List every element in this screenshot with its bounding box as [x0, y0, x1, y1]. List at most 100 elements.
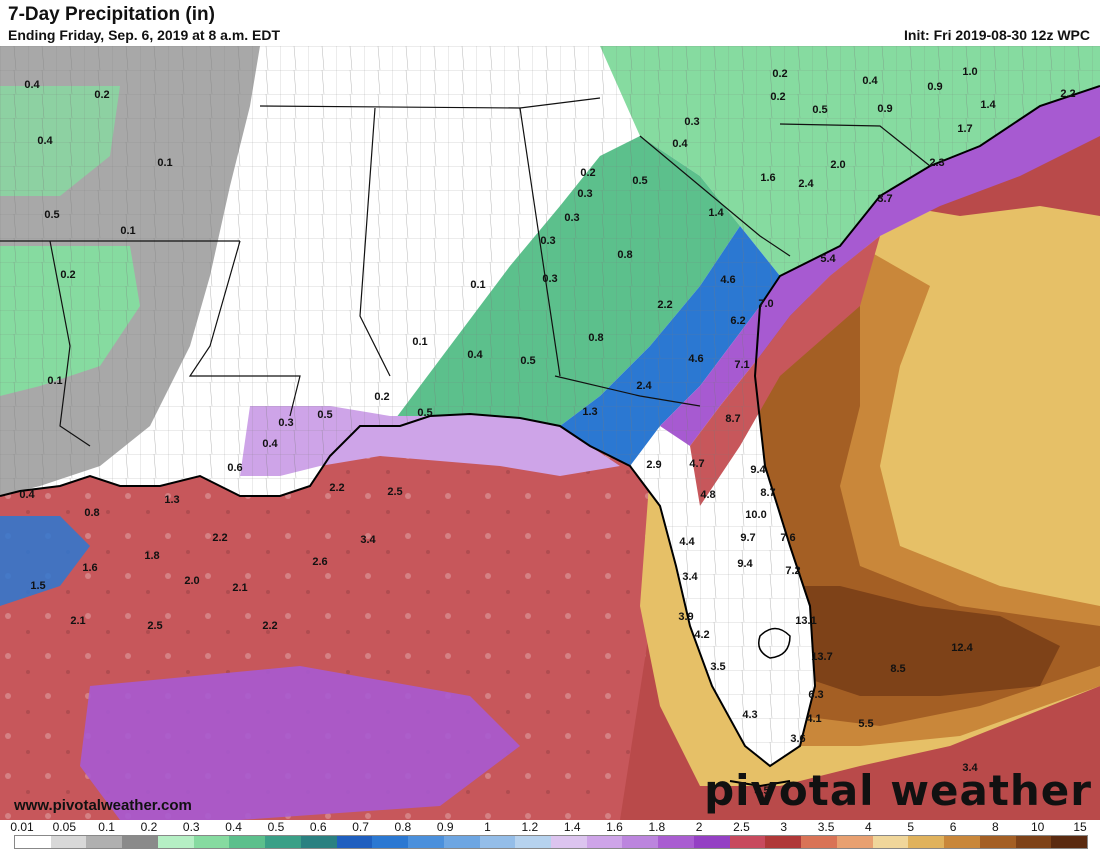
precip-value-label: 2.3: [929, 157, 944, 169]
legend-label: 0.2: [140, 820, 158, 834]
legend-swatch: [693, 836, 730, 848]
legend-label: 8: [992, 820, 999, 834]
legend-label: 0.8: [394, 820, 412, 834]
lake-okeechobee: [758, 627, 791, 659]
legend-label: 3: [780, 820, 788, 834]
precip-value-label: 0.4: [37, 135, 53, 147]
precip-value-label: 7.2: [785, 565, 800, 577]
legend-label: 0.3: [182, 820, 200, 834]
gulf-blue-area: [0, 516, 90, 606]
legend-swatch: [122, 836, 158, 848]
precip-value-label: 0.2: [770, 91, 785, 103]
precip-value-label: 10.0: [745, 509, 766, 521]
precip-value-label: 4.8: [700, 489, 715, 501]
precip-value-label: 2.2: [262, 620, 277, 632]
precip-value-label: 1.4: [980, 99, 996, 111]
precip-value-label: 3.5: [710, 661, 725, 673]
precip-value-label: 0.2: [580, 167, 595, 179]
precip-value-label: 6.2: [730, 315, 745, 327]
legend-label: 3.5: [817, 820, 835, 834]
legend-swatch: [836, 836, 873, 848]
precip-value-label: 9.7: [740, 532, 755, 544]
precip-value-label: 0.1: [470, 279, 485, 291]
legend-swatch: [300, 836, 337, 848]
legend-label: 6: [949, 820, 957, 834]
precip-value-label: 0.3: [278, 417, 293, 429]
legend-swatch: [1051, 836, 1088, 848]
precip-value-label: 2.5: [147, 620, 162, 632]
precip-value-label: 1.3: [582, 406, 597, 418]
website-url[interactable]: www.pivotalweather.com: [14, 797, 192, 814]
precip-value-label: 0.8: [588, 332, 603, 344]
legend-label: 0.05: [52, 820, 76, 834]
legend-label: 1.8: [648, 820, 666, 834]
map-subtitle: Ending Friday, Sep. 6, 2019 at 8 a.m. ED…: [8, 27, 281, 43]
heavy-rain-core: [780, 586, 1060, 696]
precip-value-label: 1.0: [962, 66, 977, 78]
precip-value-label: 8.7: [760, 487, 775, 499]
precip-value-label: 2.0: [184, 575, 199, 587]
precip-value-label: 0.5: [317, 409, 332, 421]
legend-swatch: [265, 836, 301, 848]
precip-value-label: 0.1: [157, 157, 172, 169]
precip-value-label: 1.8: [144, 550, 159, 562]
precip-value-label: 1.4: [708, 207, 724, 219]
brand-logo: pivotal weather: [704, 766, 1092, 815]
county-lines: [0, 46, 1100, 766]
precip-value-label: 0.9: [877, 103, 892, 115]
precip-value-label: 2.1: [70, 615, 85, 627]
precip-value-label: 0.1: [412, 336, 427, 348]
precip-value-label: 0.5: [44, 209, 59, 221]
precip-value-label: 2.2: [212, 532, 227, 544]
map-canvas: 0.4 0.2 0.4 0.1 0.5 0.1 0.2 0.1 0.2 0.4 1.0 0.9 2.2 0…: [0, 46, 1100, 820]
precip-value-label: 0.4: [262, 438, 278, 450]
legend-swatch: [372, 836, 409, 848]
precip-value-label: 0.2: [94, 89, 109, 101]
legend-label: 1.4: [563, 820, 581, 834]
state-borders: [0, 97, 931, 447]
precip-value-label: 0.5: [520, 355, 535, 367]
precip-value-label: 2.9: [646, 459, 661, 471]
legend-label: 5: [907, 820, 915, 834]
precip-value-label: 4.7: [689, 458, 704, 470]
precip-value-label: 5.5: [858, 718, 873, 730]
precip-value-label: 0.3: [684, 116, 699, 128]
legend-swatch: [1015, 836, 1052, 848]
precip-value-label: 3.7: [877, 193, 892, 205]
precip-value-label: 0.3: [540, 235, 555, 247]
precip-value-label: 2.4: [798, 178, 814, 190]
precip-value-label: 2.5: [387, 486, 402, 498]
precip-value-label: 2.6: [312, 556, 327, 568]
precip-value-label: 2.0: [830, 159, 845, 171]
precip-value-label: 0.3: [577, 188, 592, 200]
precip-value-label: 2.1: [232, 582, 247, 594]
precip-value-label: 0.4: [672, 138, 688, 150]
legend-label: 0.5: [267, 820, 285, 834]
precip-value-label: 0.1: [120, 225, 135, 237]
legend-label: 10: [1030, 820, 1045, 834]
precip-value-label: 12.4: [951, 642, 973, 654]
precip-value-label: 0.3: [542, 273, 557, 285]
precip-value-label: 0.8: [84, 507, 99, 519]
precip-value-label: 0.4: [862, 75, 878, 87]
legend-swatch: [586, 836, 623, 848]
precip-value-label: 3.4: [962, 762, 978, 774]
legend-swatch: [979, 836, 1016, 848]
legend-swatch: [408, 836, 444, 848]
precip-value-label: 1.5: [30, 580, 45, 592]
precip-value-label: 9.4: [737, 558, 753, 570]
gulf-purple-area: [80, 666, 520, 820]
header: 7-Day Precipitation (in) Ending Friday, …: [0, 0, 1100, 46]
florida-keys: [729, 780, 791, 788]
precip-value-label: 7.0: [758, 298, 773, 310]
legend-swatch: [443, 836, 480, 848]
precip-value-label: 4.4: [679, 536, 695, 548]
legend-label: 0.1: [98, 820, 115, 834]
precip-value-label: 6.3: [808, 689, 823, 701]
legend-label: 0.6: [309, 820, 327, 834]
precip-value-label: 0.2: [772, 68, 787, 80]
precip-value-label: 4.2: [694, 629, 709, 641]
legend-label: 1.2: [521, 820, 539, 834]
map-title: 7-Day Precipitation (in): [8, 4, 215, 25]
precip-value-label: 13.1: [795, 615, 816, 627]
